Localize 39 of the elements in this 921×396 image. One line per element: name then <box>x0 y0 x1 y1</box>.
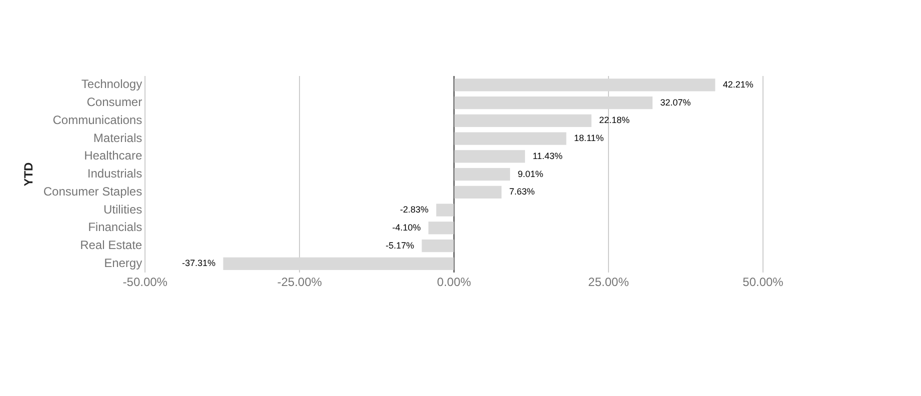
data-label: -37.31% <box>182 258 216 268</box>
data-label: -4.10% <box>392 222 421 232</box>
y-tick-label: Industrials <box>87 166 142 181</box>
x-tick-label: -25.00% <box>277 275 322 290</box>
data-label: 32.07% <box>660 97 691 108</box>
y-tick-label: Communications <box>52 112 142 127</box>
bar <box>454 168 510 181</box>
bar <box>422 239 454 252</box>
bar <box>454 96 653 110</box>
data-label: -2.83% <box>400 204 429 215</box>
data-label: 11.43% <box>532 150 563 161</box>
bar <box>454 186 502 199</box>
y-tick-label: Real Estate <box>80 238 142 252</box>
y-tick-label: Utilities <box>103 202 142 216</box>
data-label: 22.18% <box>599 115 630 126</box>
data-label: 18.11% <box>574 133 604 144</box>
bar <box>454 114 592 128</box>
y-tick-label: Energy <box>104 256 142 270</box>
data-label: -5.17% <box>386 240 414 250</box>
x-tick-label: 0.00% <box>437 275 472 290</box>
y-tick-label: Technology <box>81 77 142 92</box>
y-tick-label: Financials <box>88 220 142 234</box>
bar <box>454 150 526 163</box>
bar <box>223 257 454 270</box>
y-tick-label: Consumer <box>86 95 142 110</box>
x-tick-label: 25.00% <box>588 275 630 290</box>
y-axis-title: YTD <box>22 162 36 186</box>
y-tick-label: Healthcare <box>84 148 142 163</box>
data-label: 7.63% <box>509 186 535 197</box>
bar <box>454 132 566 145</box>
bar <box>454 78 716 92</box>
x-tick-label: 50.00% <box>742 275 784 290</box>
bar <box>428 222 454 234</box>
y-tick-label: Materials <box>93 130 142 145</box>
x-tick-label: -50.00% <box>122 275 168 290</box>
y-tick-label: Consumer Staples <box>43 184 142 198</box>
data-label: 9.01% <box>518 168 544 179</box>
data-label: 42.21% <box>722 79 754 90</box>
bar <box>436 204 454 216</box>
